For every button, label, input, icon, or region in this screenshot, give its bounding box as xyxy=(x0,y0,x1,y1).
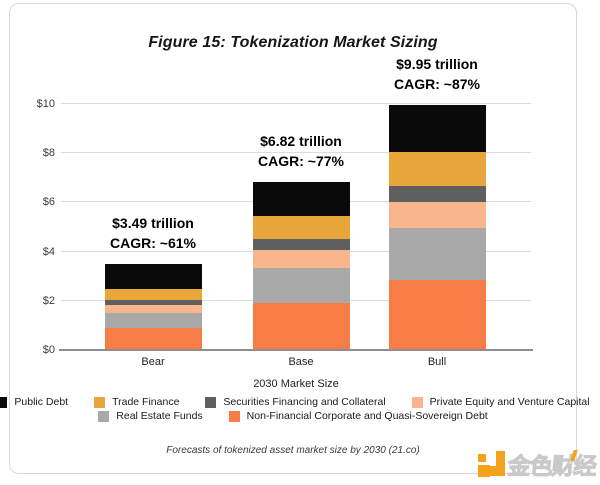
legend-row: Public Debt Trade Finance Securities Finan… xyxy=(0,396,590,408)
legend-row: Real Estate Funds Non-Financial Corporate… xyxy=(98,410,488,422)
bar-segment xyxy=(252,267,350,304)
jinse-finance-watermark: 金色财经 xyxy=(478,447,598,481)
legend-swatch-icon xyxy=(94,396,106,408)
x-axis-line xyxy=(59,349,533,351)
bar-segment xyxy=(104,313,202,328)
legend-swatch-icon xyxy=(411,396,423,408)
stacked-bar-bull xyxy=(388,105,486,350)
bar-segment xyxy=(388,105,486,152)
annotation-cagr: CAGR: ~61% xyxy=(110,235,196,252)
annotation-total: $9.95 trillion xyxy=(396,56,478,73)
annotation-total: $6.82 trillion xyxy=(260,133,342,150)
bar-segment xyxy=(252,303,350,350)
bar-segment xyxy=(104,327,202,350)
bar-segment xyxy=(388,202,486,229)
legend-item: Non-Financial Corporate and Quasi-Sovere… xyxy=(228,410,488,422)
category-label-bear: Bear xyxy=(141,356,165,368)
legend-label: Private Equity and Venture Capital xyxy=(429,396,590,408)
bar-segment xyxy=(104,299,202,305)
legend-label: Trade Finance xyxy=(112,396,180,408)
logo-j-foot xyxy=(489,465,497,476)
bar-segment xyxy=(104,264,202,289)
legend-swatch-icon xyxy=(0,396,8,408)
category-label-base: Base xyxy=(288,356,314,368)
y-tick-label: $0 xyxy=(42,344,55,356)
annotation-total: $3.49 trillion xyxy=(112,215,194,232)
source-caption: Forecasts of tokenized asset market size… xyxy=(166,445,420,456)
chart-card: Figure 15: Tokenization Market Sizing $0… xyxy=(0,3,590,474)
legend-label: Public Debt xyxy=(14,396,69,408)
y-tick-label: $2 xyxy=(42,294,55,307)
bar-segment xyxy=(252,250,350,268)
logo-square-big xyxy=(478,464,490,477)
bar-segment xyxy=(252,182,350,216)
total-annotation-bear: $3.49 trillion CAGR: ~61% xyxy=(63,214,243,254)
bar-segment xyxy=(388,186,486,203)
jinse-logo-icon xyxy=(478,450,505,478)
total-annotation-base: $6.82 trillion CAGR: ~77% xyxy=(211,132,391,172)
legend-swatch-icon xyxy=(205,396,217,408)
y-tick-label: $6 xyxy=(42,196,55,209)
bar-segment xyxy=(252,239,350,251)
bar-segment xyxy=(104,304,202,314)
annotation-cagr: CAGR: ~87% xyxy=(394,76,480,93)
y-tick-label: $4 xyxy=(42,245,55,258)
legend-label: Non-Financial Corporate and Quasi-Sovere… xyxy=(246,410,488,422)
bar-segment xyxy=(388,228,486,280)
legend-swatch-icon xyxy=(228,410,240,422)
logo-j-vertical xyxy=(496,450,505,476)
category-axis: Bear Base Bull xyxy=(61,356,531,370)
stacked-bar-base xyxy=(252,182,350,350)
legend-item: Trade Finance xyxy=(94,396,179,408)
bar-segment xyxy=(388,279,486,350)
y-tick-label: $10 xyxy=(36,98,55,110)
gridline-8 xyxy=(61,152,531,154)
bar-segment xyxy=(252,215,350,240)
legend-item: Real Estate Funds xyxy=(98,410,203,422)
gridline-10 xyxy=(61,103,531,104)
annotation-cagr: CAGR: ~77% xyxy=(258,153,344,170)
legend-item: Securities Financing and Collateral xyxy=(205,396,386,408)
category-label-bull: Bull xyxy=(427,356,447,368)
watermark-text: 金色财经 xyxy=(506,453,598,480)
bar-segment xyxy=(104,288,202,300)
stacked-bar-bear xyxy=(104,264,202,350)
total-annotation-bull: $9.95 trillion CAGR: ~87% xyxy=(347,55,527,95)
y-tick-label: $8 xyxy=(42,147,55,160)
logo-square-small xyxy=(478,453,486,462)
bar-segment xyxy=(388,151,486,187)
legend-item: Private Equity and Venture Capital xyxy=(411,396,590,408)
chart-title: Figure 15: Tokenization Market Sizing xyxy=(148,34,438,51)
legend: Public Debt Trade Finance Securities Finan… xyxy=(0,396,590,422)
legend-label: Real Estate Funds xyxy=(116,410,203,422)
plot-area: $0 $2 $4 $6 $8 $10 $3.49 trillion CAGR: ~61% $6.… xyxy=(37,56,533,356)
legend-swatch-icon xyxy=(98,410,110,422)
legend-item: Public Debt xyxy=(0,396,68,408)
x-axis-title: 2030 Market Size xyxy=(253,378,339,390)
legend-label: Securities Financing and Collateral xyxy=(223,396,386,408)
